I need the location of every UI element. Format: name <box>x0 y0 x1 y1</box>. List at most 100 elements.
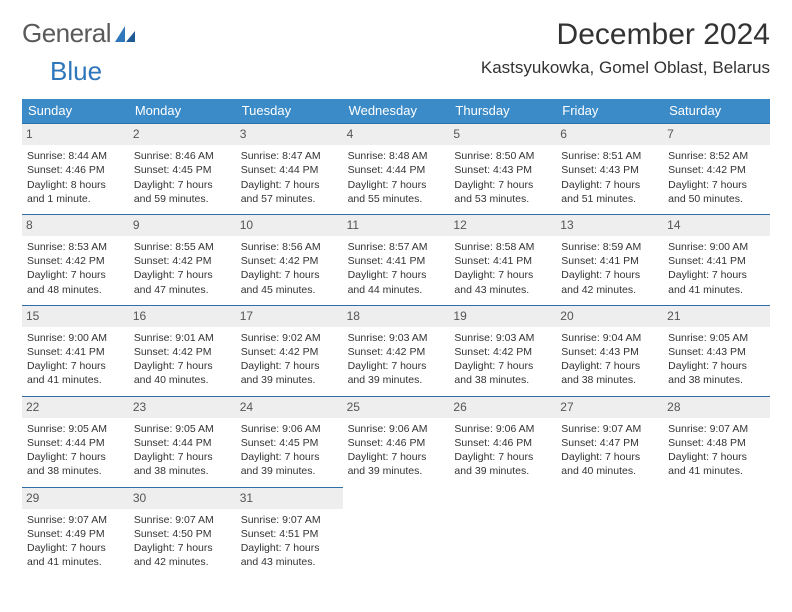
sunrise-line: Sunrise: 9:07 AM <box>241 513 338 527</box>
day-cell: 8Sunrise: 8:53 AMSunset: 4:42 PMDaylight… <box>22 214 129 305</box>
sunrise-line: Sunrise: 8:47 AM <box>241 149 338 163</box>
week-row: 15Sunrise: 9:00 AMSunset: 4:41 PMDayligh… <box>22 305 770 396</box>
sunset-line: Sunset: 4:41 PM <box>668 254 765 268</box>
sunset-line: Sunset: 4:42 PM <box>454 345 551 359</box>
dow-monday: Monday <box>129 99 236 123</box>
daylight-line: Daylight: 7 hours and 39 minutes. <box>241 359 338 387</box>
sunrise-line: Sunrise: 8:50 AM <box>454 149 551 163</box>
dow-thursday: Thursday <box>449 99 556 123</box>
sunset-line: Sunset: 4:42 PM <box>241 254 338 268</box>
day-cell: 2Sunrise: 8:46 AMSunset: 4:45 PMDaylight… <box>129 123 236 214</box>
daylight-line: Daylight: 7 hours and 44 minutes. <box>348 268 445 296</box>
day-cell: 14Sunrise: 9:00 AMSunset: 4:41 PMDayligh… <box>663 214 770 305</box>
sunset-line: Sunset: 4:44 PM <box>134 436 231 450</box>
week-row: 22Sunrise: 9:05 AMSunset: 4:44 PMDayligh… <box>22 396 770 487</box>
calendar-page: General December 2024 Kastsyukowka, Gome… <box>0 0 792 587</box>
day-number: 13 <box>556 214 663 236</box>
sunrise-line: Sunrise: 9:07 AM <box>134 513 231 527</box>
day-cell: 1Sunrise: 8:44 AMSunset: 4:46 PMDaylight… <box>22 123 129 214</box>
day-number: 15 <box>22 305 129 327</box>
day-number: 31 <box>236 487 343 509</box>
sunset-line: Sunset: 4:41 PM <box>454 254 551 268</box>
daylight-line: Daylight: 7 hours and 43 minutes. <box>454 268 551 296</box>
daylight-line: Daylight: 7 hours and 38 minutes. <box>454 359 551 387</box>
day-cell: 11Sunrise: 8:57 AMSunset: 4:41 PMDayligh… <box>343 214 450 305</box>
day-number: 29 <box>22 487 129 509</box>
sunset-line: Sunset: 4:44 PM <box>241 163 338 177</box>
day-cell: 26Sunrise: 9:06 AMSunset: 4:46 PMDayligh… <box>449 396 556 487</box>
day-cell: 30Sunrise: 9:07 AMSunset: 4:50 PMDayligh… <box>129 487 236 578</box>
sunset-line: Sunset: 4:43 PM <box>668 345 765 359</box>
sunset-line: Sunset: 4:49 PM <box>27 527 124 541</box>
sunset-line: Sunset: 4:42 PM <box>241 345 338 359</box>
sunset-line: Sunset: 4:48 PM <box>668 436 765 450</box>
sunrise-line: Sunrise: 8:44 AM <box>27 149 124 163</box>
sunrise-line: Sunrise: 9:06 AM <box>454 422 551 436</box>
sunrise-line: Sunrise: 9:00 AM <box>668 240 765 254</box>
daylight-line: Daylight: 7 hours and 48 minutes. <box>27 268 124 296</box>
daylight-line: Daylight: 7 hours and 38 minutes. <box>561 359 658 387</box>
daylight-line: Daylight: 7 hours and 59 minutes. <box>134 178 231 206</box>
daylight-line: Daylight: 7 hours and 55 minutes. <box>348 178 445 206</box>
daylight-line: Daylight: 7 hours and 39 minutes. <box>348 450 445 478</box>
sunrise-line: Sunrise: 8:46 AM <box>134 149 231 163</box>
sunrise-line: Sunrise: 9:03 AM <box>348 331 445 345</box>
day-number: 5 <box>449 123 556 145</box>
sunset-line: Sunset: 4:51 PM <box>241 527 338 541</box>
sunset-line: Sunset: 4:46 PM <box>348 436 445 450</box>
sunrise-line: Sunrise: 9:02 AM <box>241 331 338 345</box>
daylight-line: Daylight: 7 hours and 50 minutes. <box>668 178 765 206</box>
day-number: 22 <box>22 396 129 418</box>
sunrise-line: Sunrise: 9:06 AM <box>241 422 338 436</box>
day-number: 9 <box>129 214 236 236</box>
sunset-line: Sunset: 4:44 PM <box>348 163 445 177</box>
day-number: 30 <box>129 487 236 509</box>
day-number: 7 <box>663 123 770 145</box>
day-cell: 9Sunrise: 8:55 AMSunset: 4:42 PMDaylight… <box>129 214 236 305</box>
day-number: 6 <box>556 123 663 145</box>
sunrise-line: Sunrise: 8:48 AM <box>348 149 445 163</box>
sunrise-line: Sunrise: 9:05 AM <box>134 422 231 436</box>
day-cell: 21Sunrise: 9:05 AMSunset: 4:43 PMDayligh… <box>663 305 770 396</box>
day-cell: 31Sunrise: 9:07 AMSunset: 4:51 PMDayligh… <box>236 487 343 578</box>
logo-sail-icon <box>113 24 137 44</box>
logo-word2: Blue <box>50 56 102 86</box>
sunset-line: Sunset: 4:42 PM <box>27 254 124 268</box>
sunset-line: Sunset: 4:43 PM <box>454 163 551 177</box>
sunrise-line: Sunrise: 8:55 AM <box>134 240 231 254</box>
day-cell: 10Sunrise: 8:56 AMSunset: 4:42 PMDayligh… <box>236 214 343 305</box>
sunset-line: Sunset: 4:45 PM <box>134 163 231 177</box>
week-row: 29Sunrise: 9:07 AMSunset: 4:49 PMDayligh… <box>22 487 770 578</box>
daylight-line: Daylight: 7 hours and 39 minutes. <box>348 359 445 387</box>
day-number: 27 <box>556 396 663 418</box>
day-cell: 6Sunrise: 8:51 AMSunset: 4:43 PMDaylight… <box>556 123 663 214</box>
day-cell: 15Sunrise: 9:00 AMSunset: 4:41 PMDayligh… <box>22 305 129 396</box>
logo: General <box>22 18 137 49</box>
day-cell: 13Sunrise: 8:59 AMSunset: 4:41 PMDayligh… <box>556 214 663 305</box>
empty-cell <box>343 487 450 578</box>
day-cell: 27Sunrise: 9:07 AMSunset: 4:47 PMDayligh… <box>556 396 663 487</box>
sunrise-line: Sunrise: 8:53 AM <box>27 240 124 254</box>
day-number: 19 <box>449 305 556 327</box>
sunrise-line: Sunrise: 8:58 AM <box>454 240 551 254</box>
empty-cell <box>556 487 663 578</box>
sunset-line: Sunset: 4:46 PM <box>454 436 551 450</box>
daylight-line: Daylight: 7 hours and 41 minutes. <box>668 268 765 296</box>
daylight-line: Daylight: 7 hours and 38 minutes. <box>668 359 765 387</box>
day-cell: 18Sunrise: 9:03 AMSunset: 4:42 PMDayligh… <box>343 305 450 396</box>
day-number: 25 <box>343 396 450 418</box>
day-cell: 29Sunrise: 9:07 AMSunset: 4:49 PMDayligh… <box>22 487 129 578</box>
day-number: 24 <box>236 396 343 418</box>
daylight-line: Daylight: 7 hours and 38 minutes. <box>27 450 124 478</box>
sunset-line: Sunset: 4:43 PM <box>561 163 658 177</box>
day-cell: 22Sunrise: 9:05 AMSunset: 4:44 PMDayligh… <box>22 396 129 487</box>
daylight-line: Daylight: 7 hours and 51 minutes. <box>561 178 658 206</box>
week-row: 8Sunrise: 8:53 AMSunset: 4:42 PMDaylight… <box>22 214 770 305</box>
day-cell: 23Sunrise: 9:05 AMSunset: 4:44 PMDayligh… <box>129 396 236 487</box>
day-cell: 12Sunrise: 8:58 AMSunset: 4:41 PMDayligh… <box>449 214 556 305</box>
sunset-line: Sunset: 4:42 PM <box>134 345 231 359</box>
day-number: 21 <box>663 305 770 327</box>
sunset-line: Sunset: 4:44 PM <box>27 436 124 450</box>
day-number: 16 <box>129 305 236 327</box>
day-cell: 17Sunrise: 9:02 AMSunset: 4:42 PMDayligh… <box>236 305 343 396</box>
